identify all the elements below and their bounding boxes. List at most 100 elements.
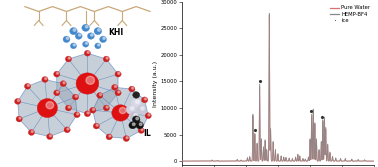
Circle shape xyxy=(25,83,31,89)
Circle shape xyxy=(82,41,89,47)
Circle shape xyxy=(106,106,108,108)
Circle shape xyxy=(141,97,148,103)
Circle shape xyxy=(75,33,82,39)
Circle shape xyxy=(87,33,94,39)
Circle shape xyxy=(126,137,128,139)
Circle shape xyxy=(106,134,112,140)
Circle shape xyxy=(70,43,77,49)
Circle shape xyxy=(76,73,99,94)
Circle shape xyxy=(68,57,70,59)
Circle shape xyxy=(129,86,135,92)
Circle shape xyxy=(130,107,134,110)
Circle shape xyxy=(31,131,33,133)
Circle shape xyxy=(109,135,111,137)
Circle shape xyxy=(115,71,121,77)
Circle shape xyxy=(118,91,120,93)
Circle shape xyxy=(50,135,52,137)
Circle shape xyxy=(93,123,99,129)
Circle shape xyxy=(115,90,121,96)
Circle shape xyxy=(132,116,140,123)
Y-axis label: Intensity (a.u.): Intensity (a.u.) xyxy=(153,60,158,107)
Circle shape xyxy=(131,99,141,108)
Circle shape xyxy=(56,72,59,74)
Circle shape xyxy=(54,71,60,77)
Circle shape xyxy=(103,105,110,111)
Circle shape xyxy=(16,116,22,122)
Circle shape xyxy=(72,94,79,100)
Polygon shape xyxy=(93,87,148,139)
Circle shape xyxy=(37,99,57,118)
Circle shape xyxy=(45,78,47,80)
Circle shape xyxy=(46,102,54,109)
Circle shape xyxy=(119,107,126,114)
Circle shape xyxy=(141,129,143,131)
Circle shape xyxy=(74,112,80,118)
Circle shape xyxy=(99,94,102,96)
Circle shape xyxy=(42,76,48,82)
Circle shape xyxy=(17,99,20,102)
Circle shape xyxy=(103,56,110,62)
Circle shape xyxy=(98,44,100,46)
Circle shape xyxy=(75,95,77,97)
Circle shape xyxy=(129,122,136,129)
Circle shape xyxy=(56,91,59,93)
Circle shape xyxy=(95,43,101,49)
Polygon shape xyxy=(18,79,77,137)
Circle shape xyxy=(63,82,65,84)
Circle shape xyxy=(28,130,34,135)
Circle shape xyxy=(103,37,105,39)
Circle shape xyxy=(86,76,94,84)
Circle shape xyxy=(144,98,147,100)
Circle shape xyxy=(106,57,108,59)
Circle shape xyxy=(84,111,91,117)
Circle shape xyxy=(94,28,102,35)
Circle shape xyxy=(67,128,69,130)
Circle shape xyxy=(82,24,90,31)
Circle shape xyxy=(73,29,76,31)
Circle shape xyxy=(54,90,60,96)
Circle shape xyxy=(27,84,29,86)
Circle shape xyxy=(133,92,139,98)
Circle shape xyxy=(19,117,21,119)
Circle shape xyxy=(68,106,70,108)
Circle shape xyxy=(145,113,151,119)
Circle shape xyxy=(112,105,129,121)
Circle shape xyxy=(87,51,89,53)
Circle shape xyxy=(63,36,70,43)
Circle shape xyxy=(98,29,100,31)
Circle shape xyxy=(93,108,94,110)
Text: IL: IL xyxy=(143,129,151,138)
Circle shape xyxy=(70,28,77,35)
Circle shape xyxy=(148,114,150,116)
Circle shape xyxy=(64,127,70,133)
Circle shape xyxy=(132,87,134,89)
Circle shape xyxy=(90,107,96,113)
Circle shape xyxy=(118,72,120,74)
Circle shape xyxy=(85,25,88,28)
Circle shape xyxy=(84,50,91,56)
Circle shape xyxy=(136,117,139,120)
Circle shape xyxy=(136,100,139,104)
Polygon shape xyxy=(57,53,118,114)
Circle shape xyxy=(65,56,71,62)
Circle shape xyxy=(87,112,89,114)
Circle shape xyxy=(73,44,76,46)
Circle shape xyxy=(137,105,146,114)
Circle shape xyxy=(99,36,107,43)
Circle shape xyxy=(115,86,116,88)
Circle shape xyxy=(96,124,98,126)
Circle shape xyxy=(97,93,103,98)
Circle shape xyxy=(65,105,71,111)
Circle shape xyxy=(126,105,136,114)
Circle shape xyxy=(78,34,81,36)
Text: KHI: KHI xyxy=(108,28,124,37)
Circle shape xyxy=(132,123,135,126)
Circle shape xyxy=(112,84,118,90)
Circle shape xyxy=(130,112,139,120)
Circle shape xyxy=(141,107,144,110)
Circle shape xyxy=(139,123,142,126)
Circle shape xyxy=(77,113,79,115)
Circle shape xyxy=(134,113,137,117)
Circle shape xyxy=(46,134,53,140)
Circle shape xyxy=(85,42,88,44)
